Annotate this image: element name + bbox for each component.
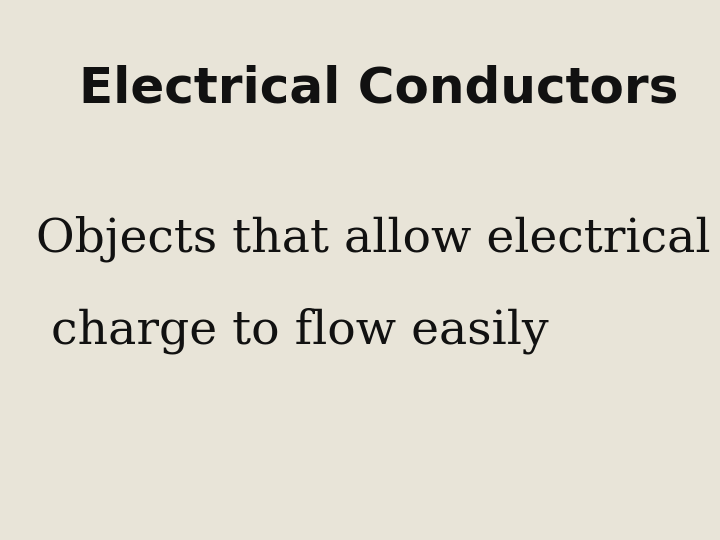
- Text: charge to flow easily: charge to flow easily: [36, 308, 549, 354]
- Text: Objects that allow electrical: Objects that allow electrical: [36, 216, 711, 262]
- Text: Electrical Conductors: Electrical Conductors: [79, 65, 678, 113]
